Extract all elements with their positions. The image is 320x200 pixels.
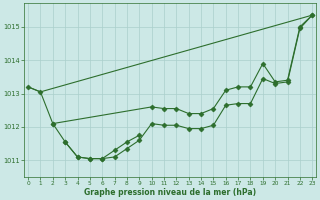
- X-axis label: Graphe pression niveau de la mer (hPa): Graphe pression niveau de la mer (hPa): [84, 188, 256, 197]
